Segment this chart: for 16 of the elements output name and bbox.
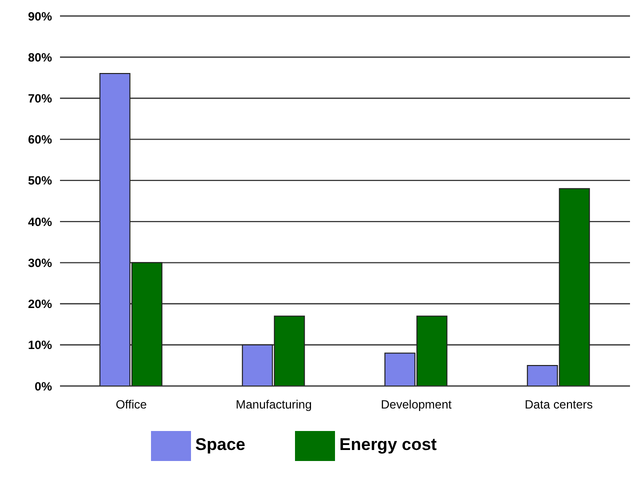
y-tick-label: 80%	[28, 50, 52, 64]
y-tick-label: 20%	[28, 297, 52, 312]
y-tick-label: 10%	[28, 338, 52, 352]
y-tick-label: 70%	[28, 91, 52, 106]
x-tick-label: Data centers	[524, 398, 593, 412]
y-tick-label: 30%	[28, 256, 52, 270]
y-tick-label: 60%	[28, 132, 52, 147]
y-tick-label: 0%	[34, 379, 52, 394]
y-tick-label: 50%	[28, 174, 52, 188]
x-tick-label: Manufacturing	[236, 398, 312, 412]
x-tick-label: Office	[116, 398, 148, 412]
legend-label: Energy cost	[339, 435, 437, 454]
y-tick-label: 90%	[28, 9, 52, 24]
y-tick-label: 40%	[28, 214, 52, 229]
x-tick-label: Development	[380, 398, 452, 412]
legend-label: Space	[195, 435, 246, 454]
